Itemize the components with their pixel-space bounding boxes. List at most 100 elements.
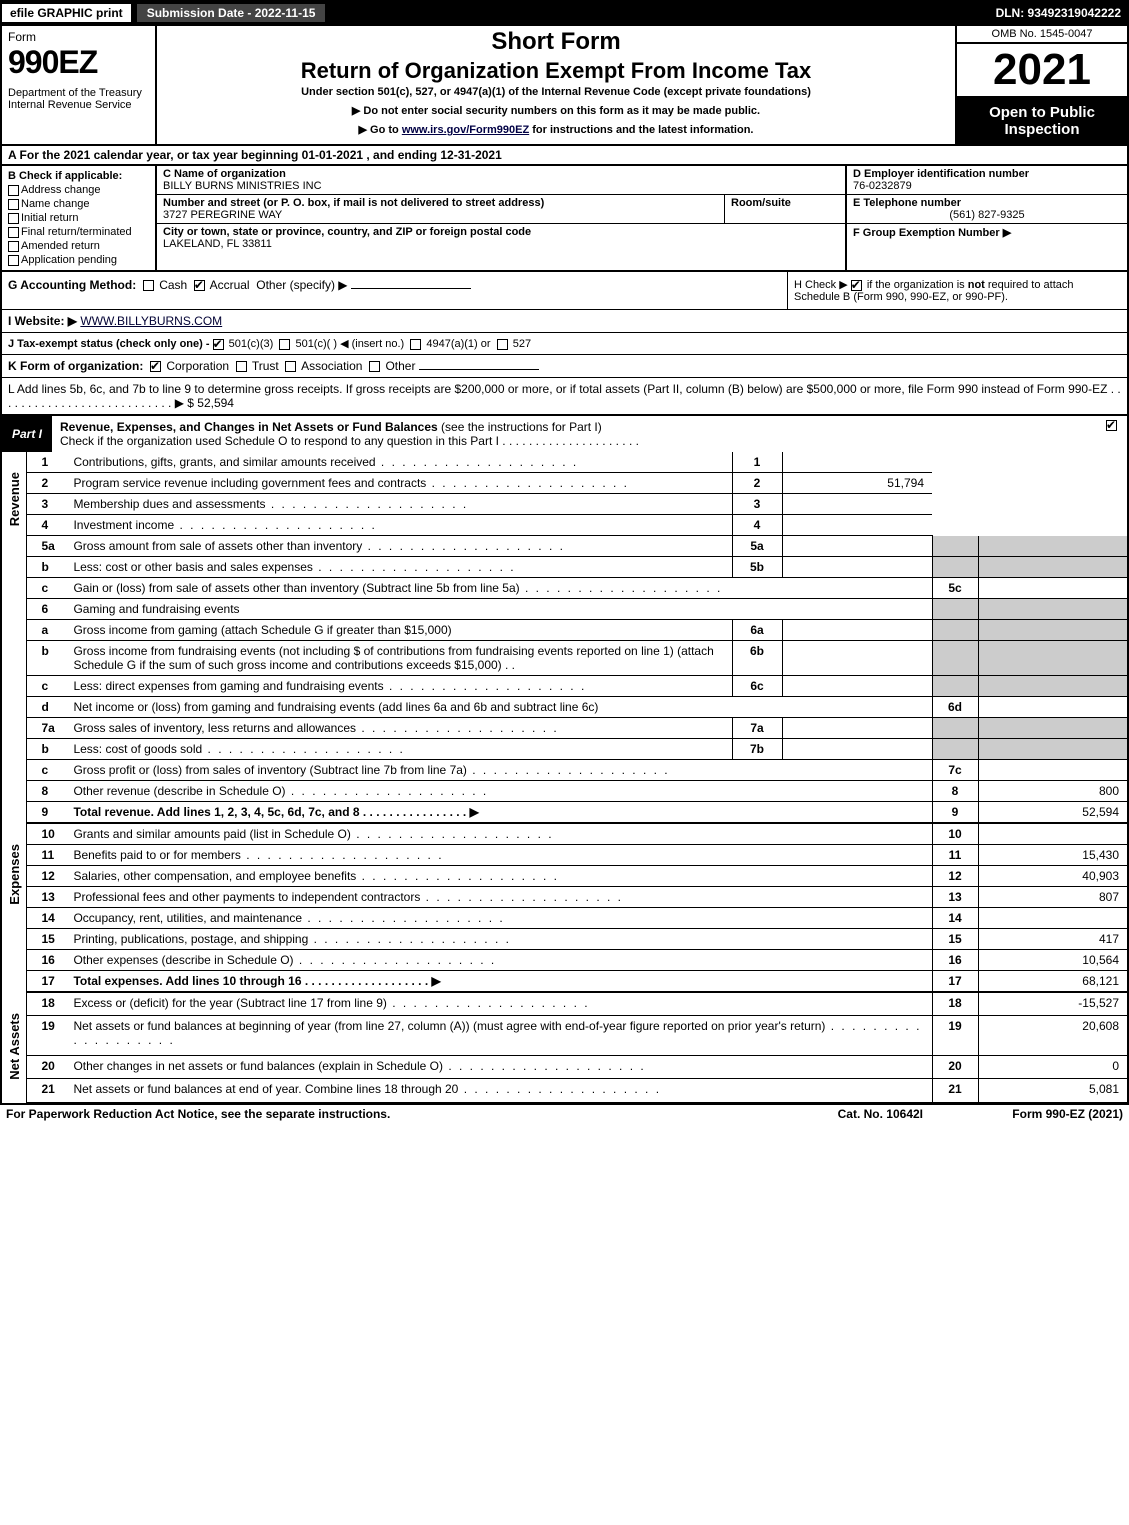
chk-amended-return[interactable]: Amended return (8, 240, 149, 252)
f-label: F Group Exemption Number ▶ (853, 227, 1011, 239)
c-city-label: City or town, state or province, country… (163, 226, 531, 238)
line-7c: cGross profit or (loss) from sales of in… (27, 760, 1128, 781)
i-label: I Website: ▶ (8, 314, 77, 328)
part1-tab: Part I (2, 423, 52, 445)
chk-name-change[interactable]: Name change (8, 198, 149, 210)
chk-application-pending[interactable]: Application pending (8, 254, 149, 266)
e-cell: E Telephone number (561) 827-9325 (847, 195, 1127, 224)
tax-year: 2021 (957, 44, 1127, 98)
line-12: 12Salaries, other compensation, and empl… (27, 866, 1128, 887)
chk-accrual[interactable] (194, 280, 205, 291)
expenses-table: 10Grants and similar amounts paid (list … (27, 824, 1129, 993)
chk-501c3[interactable] (213, 339, 224, 350)
netassets-table: 18Excess or (deficit) for the year (Subt… (27, 993, 1129, 1103)
line-10: 10Grants and similar amounts paid (list … (27, 824, 1128, 845)
c-room-cell: Room/suite (725, 195, 845, 223)
chk-other-org[interactable] (369, 361, 380, 372)
col-b: B Check if applicable: Address change Na… (2, 166, 157, 270)
line-13: 13Professional fees and other payments t… (27, 887, 1128, 908)
line-6: 6Gaming and fundraising events (27, 599, 1128, 620)
header-center: Short Form Return of Organization Exempt… (157, 26, 957, 144)
chk-527[interactable] (497, 339, 508, 350)
website-link[interactable]: WWW.BILLYBURNS.COM (80, 314, 222, 328)
chk-schedule-o[interactable] (1106, 420, 1117, 431)
j-row: J Tax-exempt status (check only one) - 5… (0, 333, 1129, 355)
form-number: 990EZ (8, 44, 149, 81)
line-2: 2Program service revenue including gover… (27, 473, 1128, 494)
revenue-block: Revenue 1Contributions, gifts, grants, a… (0, 452, 1129, 824)
org-city: LAKELAND, FL 33811 (163, 238, 272, 250)
line-6b: bGross income from fundraising events (n… (27, 641, 1128, 676)
line-9: 9Total revenue. Add lines 1, 2, 3, 4, 5c… (27, 802, 1128, 824)
f-cell: F Group Exemption Number ▶ (847, 224, 1127, 270)
submission-date: Submission Date - 2022-11-15 (135, 2, 328, 24)
line-5a: 5aGross amount from sale of assets other… (27, 536, 1128, 557)
chk-corp[interactable] (150, 361, 161, 372)
g-other-input[interactable] (351, 288, 471, 289)
k-row: K Form of organization: Corporation Trus… (0, 355, 1129, 378)
line-7b: bLess: cost of goods sold7b (27, 739, 1128, 760)
b-label: B Check if applicable: (8, 170, 122, 182)
phone-value: (561) 827-9325 (853, 209, 1121, 221)
under-section: Under section 501(c), 527, or 4947(a)(1)… (163, 86, 949, 98)
return-title: Return of Organization Exempt From Incom… (163, 58, 949, 84)
header-left: Form 990EZ Department of the Treasury In… (2, 26, 157, 144)
revenue-table: 1Contributions, gifts, grants, and simil… (27, 452, 1129, 824)
c-street-cell: Number and street (or P. O. box, if mail… (157, 195, 725, 223)
g-label: G Accounting Method: (8, 278, 136, 292)
form-header: Form 990EZ Department of the Treasury In… (0, 26, 1129, 146)
instr-goto: ▶ Go to www.irs.gov/Form990EZ for instru… (163, 123, 949, 136)
line-4: 4Investment income4 (27, 515, 1128, 536)
h-cell: H Check ▶ if the organization is not req… (787, 272, 1127, 309)
line-8: 8Other revenue (describe in Schedule O)8… (27, 781, 1128, 802)
line-19: 19Net assets or fund balances at beginni… (27, 1016, 1128, 1055)
d-label: D Employer identification number (853, 168, 1029, 180)
col-def: D Employer identification number 76-0232… (847, 166, 1127, 270)
ein-value: 76-0232879 (853, 180, 912, 192)
line-21: 21Net assets or fund balances at end of … (27, 1079, 1128, 1103)
instr-goto-post: for instructions and the latest informat… (529, 124, 753, 136)
chk-trust[interactable] (236, 361, 247, 372)
line-18: 18Excess or (deficit) for the year (Subt… (27, 993, 1128, 1016)
org-street: 3727 PEREGRINE WAY (163, 209, 282, 221)
g-other: Other (specify) ▶ (256, 278, 347, 292)
c-room-label: Room/suite (731, 197, 791, 209)
c-name-cell: C Name of organization BILLY BURNS MINIS… (157, 166, 845, 195)
vlabel-revenue: Revenue (2, 452, 27, 824)
chk-address-change[interactable]: Address change (8, 184, 149, 196)
chk-cash[interactable] (143, 280, 154, 291)
chk-501c[interactable] (279, 339, 290, 350)
d-cell: D Employer identification number 76-0232… (847, 166, 1127, 195)
line-6d: dNet income or (loss) from gaming and fu… (27, 697, 1128, 718)
k-other-input[interactable] (419, 369, 539, 370)
chk-initial-return[interactable]: Initial return (8, 212, 149, 224)
chk-4947[interactable] (410, 339, 421, 350)
c-city-cell: City or town, state or province, country… (157, 224, 845, 252)
chk-h[interactable] (851, 280, 862, 291)
dept-label: Department of the Treasury Internal Reve… (8, 87, 149, 111)
gh-row: G Accounting Method: Cash Accrual Other … (0, 272, 1129, 310)
footer-left: For Paperwork Reduction Act Notice, see … (6, 1107, 838, 1121)
line-5c: cGain or (loss) from sale of assets othe… (27, 578, 1128, 599)
line-6a: aGross income from gaming (attach Schedu… (27, 620, 1128, 641)
org-name: BILLY BURNS MINISTRIES INC (163, 180, 322, 192)
col-c: C Name of organization BILLY BURNS MINIS… (157, 166, 847, 270)
line-17: 17Total expenses. Add lines 10 through 1… (27, 971, 1128, 993)
line-7a: 7aGross sales of inventory, less returns… (27, 718, 1128, 739)
line-20: 20Other changes in net assets or fund ba… (27, 1055, 1128, 1079)
efile-label[interactable]: efile GRAPHIC print (0, 2, 133, 24)
chk-assoc[interactable] (285, 361, 296, 372)
vlabel-expenses: Expenses (2, 824, 27, 993)
line-16: 16Other expenses (describe in Schedule O… (27, 950, 1128, 971)
top-bar: efile GRAPHIC print Submission Date - 20… (0, 0, 1129, 26)
row-a-tax-year: A For the 2021 calendar year, or tax yea… (0, 146, 1129, 166)
vlabel-net: Net Assets (2, 993, 27, 1103)
chk-final-return[interactable]: Final return/terminated (8, 226, 149, 238)
g-cell: G Accounting Method: Cash Accrual Other … (2, 272, 787, 309)
open-to-public: Open to Public Inspection (957, 98, 1127, 144)
j-label: J Tax-exempt status (check only one) - (8, 338, 213, 350)
irs-link[interactable]: www.irs.gov/Form990EZ (402, 124, 529, 136)
c-street-label: Number and street (or P. O. box, if mail… (163, 197, 544, 209)
line-1: 1Contributions, gifts, grants, and simil… (27, 452, 1128, 473)
part1-title: Revenue, Expenses, and Changes in Net As… (52, 416, 1127, 452)
